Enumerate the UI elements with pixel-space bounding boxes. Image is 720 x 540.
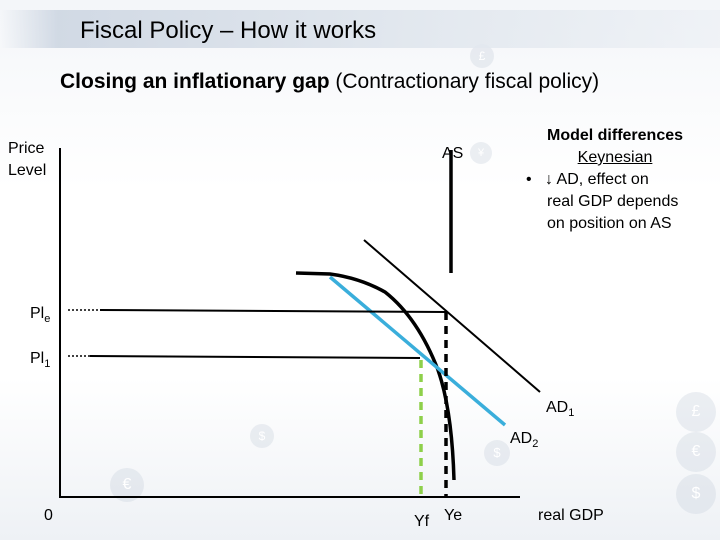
ad2-sub: 2: [532, 438, 538, 450]
ad2-line: [328, 275, 507, 427]
y-axis-label-line1: Price: [8, 140, 45, 157]
yen-icon: ¥: [477, 147, 485, 159]
subtitle-normal: (Contractionary fiscal policy): [335, 70, 600, 93]
pl1-label: Pl1: [30, 350, 50, 370]
pound-icon: £: [691, 403, 701, 420]
model-line1: ↓ AD, effect on: [544, 171, 649, 188]
ple-sub: e: [44, 313, 50, 325]
decor-coin-5: $: [250, 424, 274, 448]
title-bar: [0, 10, 720, 48]
model-school: Keynesian: [577, 149, 653, 166]
decor-coin-2: €: [676, 432, 716, 472]
decor-coin-8: ¥: [470, 142, 492, 164]
model-line3: on position on AS: [547, 215, 672, 232]
dollar-icon-2: $: [258, 429, 266, 443]
model-bullet-line: • ↓ AD, effect on: [520, 169, 710, 191]
pl1-solid-line: [89, 355, 421, 359]
as-label: AS: [442, 145, 463, 162]
dollar-icon: $: [691, 485, 701, 502]
model-heading: Model differences: [546, 127, 684, 144]
decor-coin-6: $: [484, 440, 510, 466]
origin-label: 0: [44, 507, 53, 524]
page-title: Fiscal Policy – How it works: [80, 17, 377, 44]
as-curve: [295, 271, 456, 481]
x-axis-label: real GDP: [538, 507, 604, 524]
ad1-main: AD: [546, 399, 568, 416]
dollar-icon-3: $: [493, 445, 501, 460]
pl1-main: Pl: [30, 350, 44, 367]
decor-coin-1: £: [676, 392, 716, 432]
ad1-line: [363, 239, 541, 393]
y-axis-label-line2: Level: [8, 162, 47, 179]
y-axis-label: Price Level: [8, 138, 68, 182]
ad1-label: AD1: [546, 399, 574, 419]
bullet-icon: •: [526, 171, 532, 188]
model-differences-box: Model differences Keynesian • ↓ AD, effe…: [520, 125, 710, 235]
ad2-label: AD2: [510, 430, 538, 450]
ple-solid-line: [99, 309, 447, 313]
yf-label: Yf: [414, 513, 430, 530]
decor-coin-3: $: [676, 474, 716, 514]
ple-main: Pl: [30, 305, 44, 322]
subtitle-bold: Closing an inflationary gap: [60, 70, 330, 93]
decor-coin-7: £: [470, 44, 494, 68]
model-line2: real GDP depends: [547, 193, 679, 210]
euro-icon: €: [691, 443, 701, 460]
ad2-main: AD: [510, 430, 532, 447]
ye-label: Ye: [444, 507, 462, 524]
pound-icon-2: £: [478, 49, 486, 63]
subtitle: Closing an inflationary gap (Contraction…: [60, 70, 599, 94]
ple-label: Ple: [30, 305, 50, 325]
ad1-sub: 1: [568, 407, 574, 419]
euro-icon-2: €: [122, 476, 132, 493]
pl1-sub: 1: [44, 358, 50, 370]
